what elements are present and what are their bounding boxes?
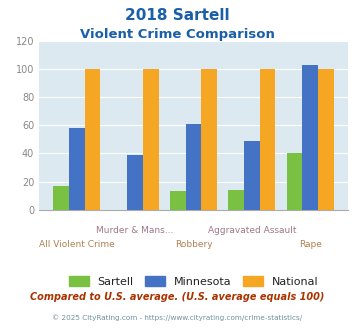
Bar bbox=[318, 69, 334, 210]
Bar bbox=[260, 69, 275, 210]
Bar bbox=[186, 124, 201, 210]
Text: Compared to U.S. average. (U.S. average equals 100): Compared to U.S. average. (U.S. average … bbox=[30, 292, 325, 302]
Text: © 2025 CityRating.com - https://www.cityrating.com/crime-statistics/: © 2025 CityRating.com - https://www.city… bbox=[53, 314, 302, 321]
Text: Violent Crime Comparison: Violent Crime Comparison bbox=[80, 28, 275, 41]
Bar bbox=[286, 153, 302, 210]
Bar bbox=[53, 186, 69, 210]
Bar bbox=[201, 69, 217, 210]
Legend: Sartell, Minnesota, National: Sartell, Minnesota, National bbox=[64, 272, 323, 291]
Bar bbox=[84, 69, 100, 210]
Text: Aggravated Assault: Aggravated Assault bbox=[208, 226, 296, 235]
Bar bbox=[302, 65, 318, 210]
Text: Murder & Mans...: Murder & Mans... bbox=[97, 226, 174, 235]
Text: 2018 Sartell: 2018 Sartell bbox=[125, 8, 230, 23]
Text: All Violent Crime: All Violent Crime bbox=[39, 240, 115, 249]
Text: Rape: Rape bbox=[299, 240, 322, 249]
Bar bbox=[228, 190, 244, 210]
Text: Robbery: Robbery bbox=[175, 240, 212, 249]
Bar bbox=[127, 155, 143, 210]
Bar bbox=[170, 191, 186, 210]
Bar bbox=[244, 141, 260, 210]
Bar bbox=[69, 128, 84, 210]
Bar bbox=[143, 69, 159, 210]
